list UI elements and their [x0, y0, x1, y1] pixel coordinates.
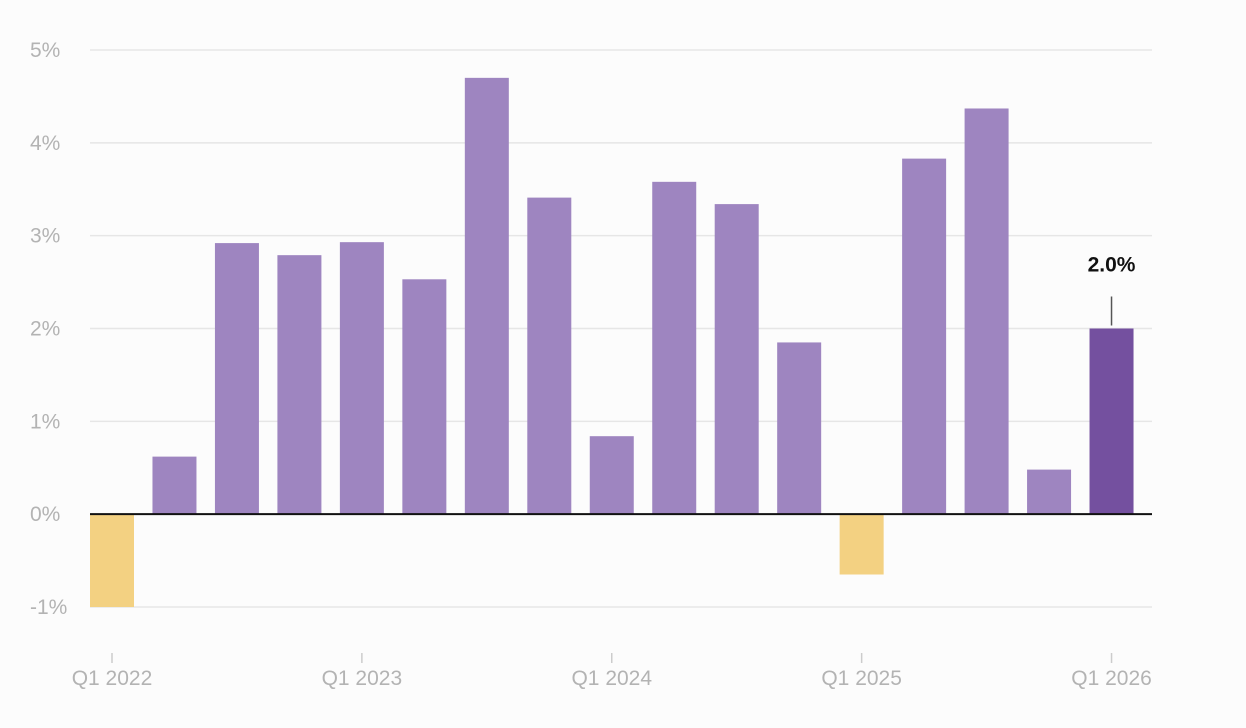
y-tick-label: 0% — [30, 503, 60, 526]
bar-q3-2024 — [714, 204, 759, 515]
y-tick-label: 3% — [30, 225, 60, 248]
y-tick-label: 4% — [30, 132, 60, 155]
bar-q3-2023 — [464, 77, 509, 515]
gridlines — [90, 49, 1152, 608]
y-tick-label: 2% — [30, 318, 60, 341]
bar-q3-2022 — [214, 243, 259, 515]
bar-q4-2023 — [527, 197, 572, 515]
bar-q1-2023 — [339, 242, 384, 515]
highlight-annotation: 2.0% — [1088, 254, 1136, 326]
bar-q4-2022 — [277, 255, 322, 515]
y-tick-label: 5% — [30, 39, 60, 62]
y-tick-label: -1% — [30, 596, 67, 619]
bar-q1-2022 — [90, 514, 134, 607]
x-tick-label: Q1 2022 — [72, 667, 153, 690]
bar-q2-2022 — [152, 456, 197, 515]
y-axis-tick-labels: -1% 0% 1% 2% 3% 4% 5% — [30, 39, 67, 619]
bar-q1-2024 — [589, 436, 634, 515]
x-tick-label: Q1 2026 — [1071, 667, 1152, 690]
annotation-label: 2.0% — [1088, 254, 1136, 277]
bar-q1-2025 — [839, 514, 884, 575]
bar-q3-2025 — [964, 108, 1009, 515]
bar-q2-2024 — [652, 181, 697, 515]
y-tick-label: 1% — [30, 410, 60, 433]
bar-q2-2025 — [902, 158, 947, 515]
bar-q4-2025 — [1027, 469, 1072, 515]
x-tick-label: Q1 2024 — [571, 667, 652, 690]
bars — [90, 77, 1134, 607]
x-tick-label: Q1 2025 — [821, 667, 902, 690]
bar-q4-2024 — [777, 342, 822, 515]
bar-q2-2023 — [402, 279, 447, 515]
bar-q1-2026 — [1089, 328, 1134, 515]
x-axis-ticks: Q1 2022 Q1 2023 Q1 2024 Q1 2025 Q1 2026 — [72, 653, 1152, 690]
x-tick-label: Q1 2023 — [322, 667, 403, 690]
